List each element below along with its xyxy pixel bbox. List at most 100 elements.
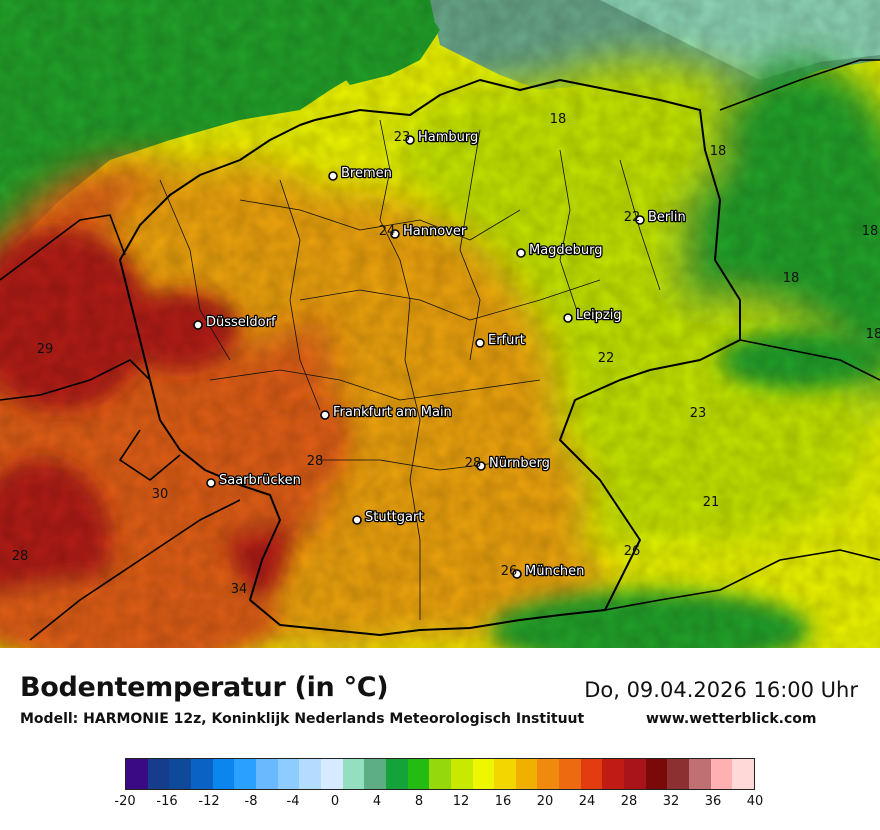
legend-swatch bbox=[212, 759, 235, 789]
city-dot bbox=[516, 248, 526, 258]
city-marker: Saarbrücken bbox=[206, 472, 302, 489]
city-marker: Bremen bbox=[328, 165, 393, 182]
legend-swatch bbox=[320, 759, 343, 789]
legend-ticks: -20 -16 -12 -8 -4 0 4 8 12 16 20 24 28 32 36 40 bbox=[114, 794, 763, 814]
temperature-map: 18 18 18 18 22 23 21 26 29 30 28 28 34 18 Hamburg 23 Br… bbox=[0, 0, 880, 648]
city-name: Hamburg bbox=[418, 130, 478, 145]
legend-swatch bbox=[277, 759, 300, 789]
city-marker: Erfurt bbox=[475, 332, 526, 349]
legend-tick: 12 bbox=[452, 794, 470, 809]
city-name: Stuttgart bbox=[365, 510, 423, 525]
legend-tick: 8 bbox=[414, 794, 424, 809]
city-name: Nürnberg bbox=[489, 456, 550, 471]
model-source: Modell: HARMONIE 12z, Koninklijk Nederla… bbox=[20, 711, 585, 727]
legend-tick: 36 bbox=[704, 794, 722, 809]
legend-swatch bbox=[342, 759, 365, 789]
city-name: Bremen bbox=[341, 166, 392, 181]
city-dot bbox=[512, 569, 522, 579]
legend-tick: -16 bbox=[156, 794, 178, 809]
map-title: Bodentemperatur (in °C) bbox=[20, 672, 389, 703]
color-legend bbox=[125, 758, 755, 790]
legend-swatch bbox=[450, 759, 473, 789]
city-dot bbox=[320, 410, 330, 420]
legend-tick: -4 bbox=[286, 794, 300, 809]
city-dot bbox=[635, 215, 645, 225]
legend-swatch bbox=[515, 759, 538, 789]
legend-swatch bbox=[624, 759, 646, 789]
legend-tick: 28 bbox=[620, 794, 638, 809]
legend-swatch bbox=[147, 759, 170, 789]
city-marker: Hamburg 23 bbox=[394, 129, 480, 147]
temperature-label: 30 bbox=[152, 487, 169, 502]
map-footer: Bodentemperatur (in °C) Modell: HARMONIE… bbox=[0, 648, 880, 830]
belgium-border bbox=[0, 359, 151, 401]
legend-tick: -20 bbox=[114, 794, 136, 809]
legend-tick: 32 bbox=[662, 794, 680, 809]
legend-tick: -12 bbox=[198, 794, 220, 809]
temperature-label: 18 bbox=[862, 224, 879, 239]
city-temp: 22 bbox=[624, 210, 641, 225]
czech-border bbox=[739, 339, 880, 381]
legend-swatch bbox=[494, 759, 516, 789]
germany-border bbox=[119, 79, 741, 636]
city-marker: München 26 bbox=[501, 563, 586, 581]
temperature-label: 26 bbox=[624, 544, 641, 559]
legend-tick: 16 bbox=[494, 794, 512, 809]
legend-swatch bbox=[126, 759, 148, 789]
legend-swatch bbox=[364, 759, 386, 789]
city-dot bbox=[405, 135, 415, 145]
temperature-label: 18 bbox=[783, 271, 800, 286]
city-name: Erfurt bbox=[488, 333, 525, 348]
city-marker: Stuttgart bbox=[352, 509, 425, 526]
legend-swatch bbox=[732, 759, 755, 789]
city-name: Berlin bbox=[648, 210, 686, 225]
legend-swatch bbox=[710, 759, 733, 789]
legend-swatch bbox=[255, 759, 278, 789]
legend-swatch bbox=[689, 759, 711, 789]
legend-swatch bbox=[645, 759, 668, 789]
city-temp: 26 bbox=[501, 564, 518, 579]
city-name: Magdeburg bbox=[529, 243, 603, 258]
temperature-label: 28 bbox=[12, 549, 29, 564]
temperature-label: 23 bbox=[690, 406, 707, 421]
luxembourg-border bbox=[119, 429, 181, 481]
legend-swatch bbox=[169, 759, 191, 789]
city-marker: Nürnberg 28 bbox=[465, 455, 552, 473]
france-border bbox=[29, 499, 241, 641]
city-name: Leipzig bbox=[576, 308, 622, 323]
temperature-label: 34 bbox=[231, 582, 248, 597]
legend-swatch bbox=[190, 759, 213, 789]
forecast-datetime: Do, 09.04.2026 16:00 Uhr bbox=[584, 678, 858, 702]
city-temp: 23 bbox=[394, 130, 411, 145]
city-dot bbox=[563, 313, 573, 323]
legend-tick: 20 bbox=[536, 794, 554, 809]
city-marker: Berlin 22 bbox=[624, 209, 687, 227]
poland-border bbox=[719, 59, 880, 111]
legend-tick: 40 bbox=[746, 794, 764, 809]
legend-tick: 4 bbox=[372, 794, 382, 809]
legend-tick: 0 bbox=[330, 794, 340, 809]
city-marker: Düsseldorf bbox=[193, 314, 277, 331]
legend-swatch bbox=[429, 759, 451, 789]
temperature-label: 18 bbox=[550, 112, 567, 127]
city-dot bbox=[193, 320, 203, 330]
city-marker: Hannover 24 bbox=[379, 223, 468, 241]
temperature-label: 21 bbox=[703, 495, 720, 510]
website-link[interactable]: www.wetterblick.com bbox=[646, 711, 817, 727]
legend-swatch bbox=[559, 759, 581, 789]
city-dot bbox=[352, 515, 362, 525]
legend-swatch bbox=[299, 759, 321, 789]
city-name: Hannover bbox=[403, 224, 467, 239]
city-temp: 24 bbox=[379, 224, 396, 239]
legend-swatch bbox=[385, 759, 408, 789]
legend-swatch bbox=[602, 759, 625, 789]
legend-swatch bbox=[472, 759, 495, 789]
city-name: Düsseldorf bbox=[206, 315, 276, 330]
city-marker: Frankfurt am Main bbox=[320, 404, 453, 421]
temperature-label: 18 bbox=[710, 144, 727, 159]
city-dot bbox=[328, 171, 338, 181]
legend-swatch bbox=[234, 759, 256, 789]
city-dot bbox=[206, 478, 216, 488]
city-name: Saarbrücken bbox=[219, 473, 301, 488]
city-dot bbox=[475, 338, 485, 348]
